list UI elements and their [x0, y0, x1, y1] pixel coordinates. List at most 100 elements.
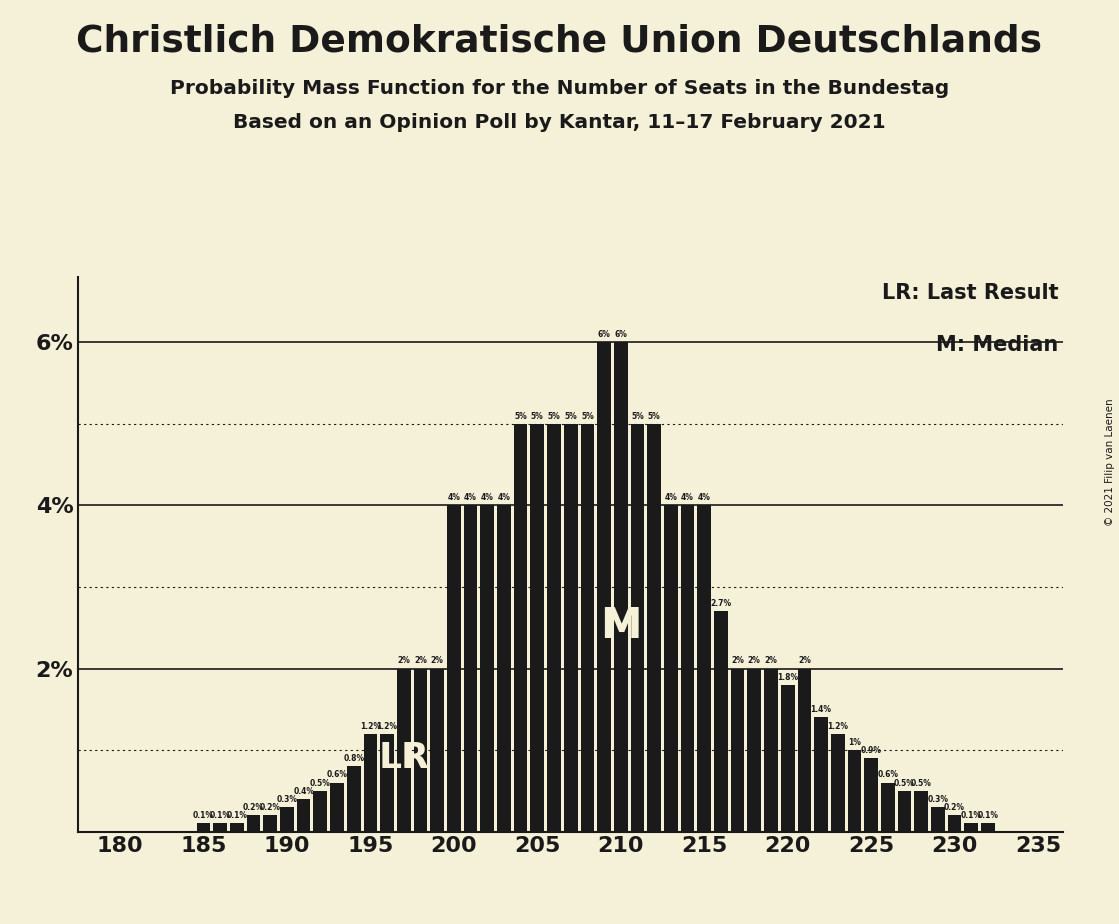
Text: 0.1%: 0.1%: [961, 811, 981, 821]
Bar: [497, 505, 510, 832]
Text: M: M: [600, 605, 641, 647]
Bar: [798, 669, 811, 832]
Bar: [581, 424, 594, 832]
Text: 0.6%: 0.6%: [327, 771, 348, 780]
Bar: [463, 505, 478, 832]
Bar: [680, 505, 695, 832]
Bar: [764, 669, 778, 832]
Text: 0.1%: 0.1%: [192, 811, 214, 821]
Bar: [781, 685, 794, 832]
Text: 2%: 2%: [431, 656, 443, 665]
Text: 0.2%: 0.2%: [243, 803, 264, 812]
Bar: [747, 669, 761, 832]
Text: 2%: 2%: [764, 656, 778, 665]
Bar: [514, 424, 527, 832]
Text: Probability Mass Function for the Number of Seats in the Bundestag: Probability Mass Function for the Number…: [170, 79, 949, 98]
Bar: [280, 808, 294, 832]
Text: Christlich Demokratische Union Deutschlands: Christlich Demokratische Union Deutschla…: [76, 23, 1043, 59]
Bar: [431, 669, 444, 832]
Bar: [347, 766, 360, 832]
Bar: [914, 791, 928, 832]
Bar: [564, 424, 577, 832]
Bar: [397, 669, 411, 832]
Text: M: Median: M: Median: [935, 335, 1059, 356]
Bar: [530, 424, 544, 832]
Text: 0.1%: 0.1%: [977, 811, 998, 821]
Text: 5%: 5%: [648, 412, 660, 420]
Bar: [847, 750, 862, 832]
Text: 0.6%: 0.6%: [877, 771, 899, 780]
Text: 0.2%: 0.2%: [944, 803, 965, 812]
Bar: [380, 734, 394, 832]
Bar: [313, 791, 327, 832]
Bar: [931, 808, 944, 832]
Bar: [446, 505, 461, 832]
Text: 4%: 4%: [448, 493, 460, 503]
Text: 0.5%: 0.5%: [310, 779, 331, 787]
Text: 1.2%: 1.2%: [377, 722, 397, 731]
Text: 5%: 5%: [530, 412, 544, 420]
Text: 0.3%: 0.3%: [276, 795, 298, 804]
Bar: [714, 612, 727, 832]
Bar: [297, 799, 310, 832]
Bar: [881, 783, 895, 832]
Text: LR: LR: [378, 741, 430, 775]
Text: 2%: 2%: [397, 656, 411, 665]
Text: 2.7%: 2.7%: [711, 599, 732, 608]
Text: 0.5%: 0.5%: [911, 779, 932, 787]
Bar: [831, 734, 845, 832]
Text: 4%: 4%: [498, 493, 510, 503]
Bar: [614, 343, 628, 832]
Text: 4%: 4%: [481, 493, 493, 503]
Bar: [697, 505, 711, 832]
Text: 5%: 5%: [631, 412, 643, 420]
Text: 0.2%: 0.2%: [260, 803, 281, 812]
Text: LR: Last Result: LR: Last Result: [882, 283, 1059, 303]
Text: 0.8%: 0.8%: [344, 754, 365, 763]
Text: 0.1%: 0.1%: [209, 811, 231, 821]
Text: 6%: 6%: [614, 330, 627, 339]
Bar: [246, 815, 261, 832]
Text: 1.2%: 1.2%: [827, 722, 848, 731]
Bar: [965, 823, 978, 832]
Text: 2%: 2%: [747, 656, 761, 665]
Text: 5%: 5%: [547, 412, 561, 420]
Bar: [231, 823, 244, 832]
Bar: [647, 424, 661, 832]
Bar: [731, 669, 744, 832]
Bar: [547, 424, 561, 832]
Text: 6%: 6%: [598, 330, 611, 339]
Bar: [815, 717, 828, 832]
Bar: [197, 823, 210, 832]
Bar: [598, 343, 611, 832]
Text: 1%: 1%: [848, 737, 861, 747]
Bar: [414, 669, 427, 832]
Text: 2%: 2%: [731, 656, 744, 665]
Bar: [631, 424, 645, 832]
Text: 0.9%: 0.9%: [861, 746, 882, 755]
Bar: [364, 734, 377, 832]
Bar: [981, 823, 995, 832]
Text: 4%: 4%: [464, 493, 477, 503]
Bar: [864, 759, 878, 832]
Text: 1.2%: 1.2%: [360, 722, 380, 731]
Text: 4%: 4%: [698, 493, 711, 503]
Text: Based on an Opinion Poll by Kantar, 11–17 February 2021: Based on an Opinion Poll by Kantar, 11–1…: [233, 113, 886, 132]
Text: 0.4%: 0.4%: [293, 786, 314, 796]
Text: 2%: 2%: [414, 656, 427, 665]
Text: 4%: 4%: [681, 493, 694, 503]
Text: 2%: 2%: [798, 656, 811, 665]
Text: 1.8%: 1.8%: [777, 673, 798, 682]
Bar: [480, 505, 495, 832]
Bar: [214, 823, 227, 832]
Text: 4%: 4%: [665, 493, 677, 503]
Bar: [948, 815, 961, 832]
Bar: [330, 783, 344, 832]
Text: © 2021 Filip van Laenen: © 2021 Filip van Laenen: [1106, 398, 1115, 526]
Text: 0.1%: 0.1%: [226, 811, 247, 821]
Text: 5%: 5%: [515, 412, 527, 420]
Text: 5%: 5%: [564, 412, 577, 420]
Bar: [664, 505, 678, 832]
Text: 1.4%: 1.4%: [810, 705, 831, 714]
Bar: [263, 815, 278, 832]
